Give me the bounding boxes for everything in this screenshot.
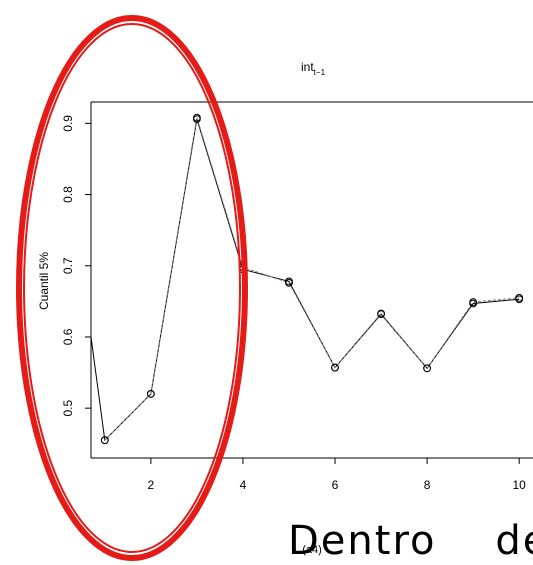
y-axis-ticks: 0.5 0.6 0.7 0.8 0.9: [61, 115, 91, 417]
y-axis-label: Cuantil 5%: [37, 252, 51, 310]
data-point: [100, 436, 109, 445]
figure-caption: (a4): [302, 544, 322, 556]
x-tick-label: 8: [424, 478, 431, 492]
body-text: Dentro de: [288, 518, 533, 564]
series-layer: [90, 113, 524, 445]
data-point: [285, 278, 293, 287]
y-tick-label: 0.9: [61, 115, 75, 132]
data-point: [423, 364, 432, 373]
chart-title: intt−1: [301, 60, 326, 77]
x-tick-label: 2: [148, 478, 155, 492]
data-point: [515, 293, 524, 302]
x-tick-label: 6: [332, 478, 339, 492]
y-tick-label: 0.8: [61, 186, 75, 203]
x-tick-label: 4: [240, 478, 247, 492]
y-tick-label: 0.7: [61, 257, 75, 274]
series-line: [104, 117, 520, 441]
data-point: [469, 298, 478, 306]
series-line: [90, 118, 520, 442]
highlight-ellipse: [16, 15, 248, 561]
highlight-ellipse-inner: [23, 23, 241, 553]
data-point: [146, 390, 155, 398]
x-axis-ticks: 2 4 6 8 10: [148, 458, 527, 492]
x-tick-label: 10: [513, 478, 527, 492]
y-tick-label: 0.5: [61, 399, 75, 416]
data-point: [331, 363, 339, 372]
data-point: [377, 309, 385, 318]
data-point: [192, 113, 201, 122]
y-tick-label: 0.6: [61, 328, 75, 345]
